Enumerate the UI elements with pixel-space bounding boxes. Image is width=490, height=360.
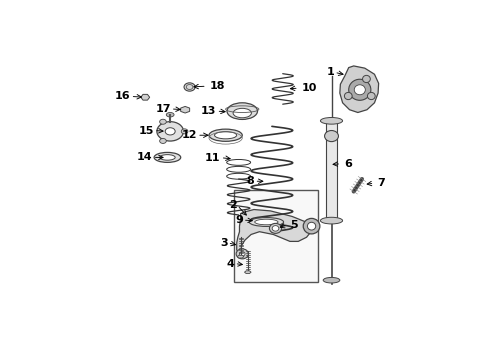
Ellipse shape bbox=[255, 219, 278, 225]
Ellipse shape bbox=[157, 122, 183, 141]
Ellipse shape bbox=[303, 219, 320, 234]
Ellipse shape bbox=[160, 155, 175, 160]
Text: 4: 4 bbox=[226, 258, 235, 269]
Text: 12: 12 bbox=[182, 130, 197, 140]
Ellipse shape bbox=[184, 83, 195, 91]
Ellipse shape bbox=[240, 252, 245, 256]
Bar bbox=[235, 190, 318, 282]
Ellipse shape bbox=[320, 117, 343, 124]
Ellipse shape bbox=[154, 152, 181, 162]
Text: 11: 11 bbox=[205, 153, 221, 163]
Polygon shape bbox=[237, 210, 312, 255]
Ellipse shape bbox=[209, 129, 242, 141]
Text: 5: 5 bbox=[291, 220, 298, 230]
Bar bbox=[326, 121, 337, 221]
Ellipse shape bbox=[215, 132, 237, 139]
Ellipse shape bbox=[349, 79, 371, 100]
Text: 7: 7 bbox=[377, 178, 385, 188]
Text: 1: 1 bbox=[326, 67, 334, 77]
Ellipse shape bbox=[165, 128, 175, 135]
Polygon shape bbox=[245, 271, 251, 274]
Polygon shape bbox=[237, 255, 244, 258]
Ellipse shape bbox=[160, 119, 166, 124]
Text: 3: 3 bbox=[220, 238, 227, 248]
Ellipse shape bbox=[320, 217, 343, 224]
Ellipse shape bbox=[354, 85, 366, 95]
Text: 9: 9 bbox=[235, 215, 243, 225]
Ellipse shape bbox=[227, 103, 258, 120]
Ellipse shape bbox=[323, 278, 340, 283]
Ellipse shape bbox=[324, 131, 339, 141]
Ellipse shape bbox=[181, 129, 188, 134]
Polygon shape bbox=[340, 66, 379, 112]
Ellipse shape bbox=[363, 75, 370, 82]
Text: 18: 18 bbox=[210, 81, 225, 91]
Ellipse shape bbox=[272, 226, 279, 231]
Polygon shape bbox=[141, 94, 149, 100]
Text: 16: 16 bbox=[115, 91, 130, 102]
Text: 8: 8 bbox=[246, 176, 254, 186]
Text: 15: 15 bbox=[139, 126, 154, 135]
Ellipse shape bbox=[307, 222, 316, 230]
Ellipse shape bbox=[160, 139, 166, 143]
Text: 2: 2 bbox=[229, 201, 237, 210]
Ellipse shape bbox=[270, 223, 282, 233]
Text: 14: 14 bbox=[137, 152, 153, 162]
Ellipse shape bbox=[236, 249, 248, 259]
Polygon shape bbox=[181, 107, 190, 113]
Ellipse shape bbox=[233, 108, 251, 118]
Text: 6: 6 bbox=[344, 159, 352, 169]
Ellipse shape bbox=[344, 93, 352, 100]
Text: 13: 13 bbox=[201, 106, 217, 116]
Ellipse shape bbox=[166, 112, 174, 117]
Ellipse shape bbox=[249, 217, 284, 226]
Text: 17: 17 bbox=[155, 104, 171, 114]
Ellipse shape bbox=[368, 93, 375, 100]
Text: 10: 10 bbox=[301, 83, 317, 93]
